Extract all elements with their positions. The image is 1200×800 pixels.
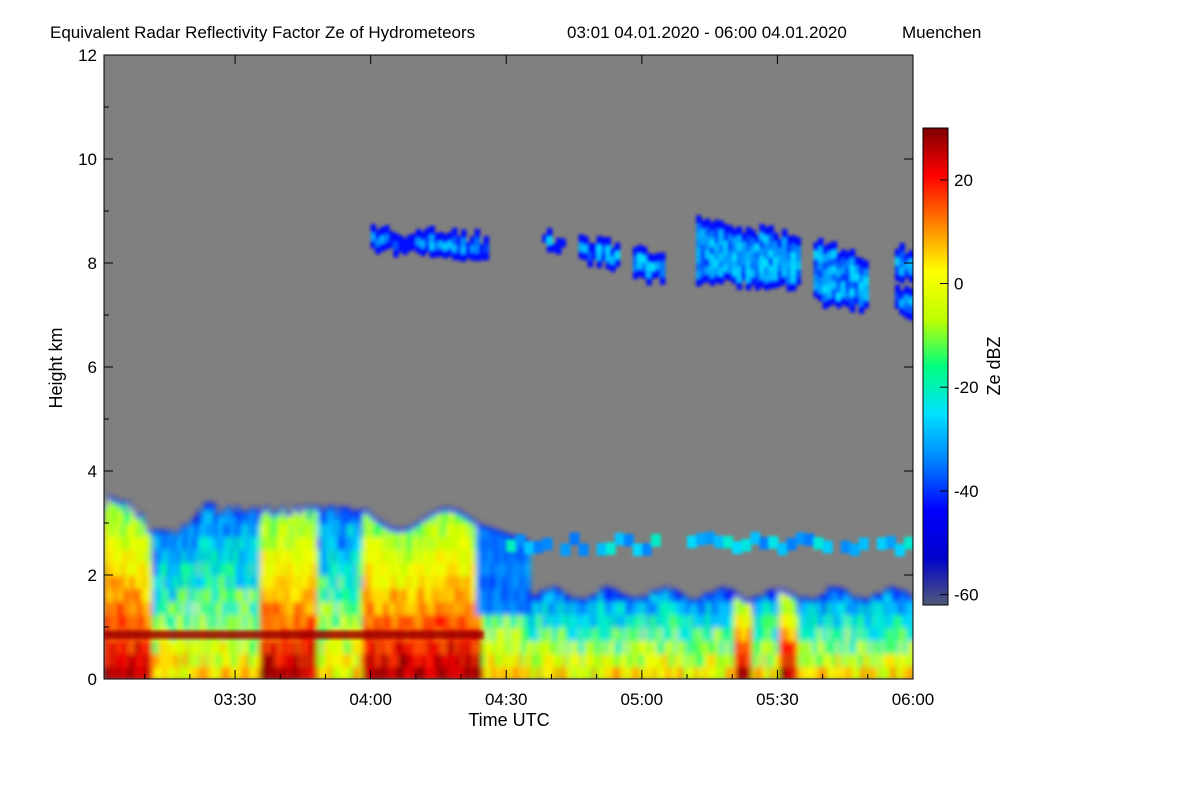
heatmap-cirrus <box>370 215 913 321</box>
x-tick-label: 04:00 <box>349 690 392 709</box>
colorbar-tick-label: -60 <box>954 586 979 605</box>
x-tick-label: 05:00 <box>621 690 664 709</box>
colorbar-label: Ze dBZ <box>984 336 1004 395</box>
y-tick-label: 0 <box>88 670 97 689</box>
colorbar-tick-label: 0 <box>954 275 963 294</box>
x-tick-label: 05:30 <box>756 690 799 709</box>
y-axis: 0 2 4 6 8 10 12 <box>78 46 913 689</box>
colorbar: 20 0 -20 -40 -60 Ze dBZ <box>922 127 1004 606</box>
chart-time-range: 03:01 04.01.2020 - 06:00 04.01.2020 <box>567 23 847 42</box>
y-tick-label: 8 <box>88 254 97 273</box>
x-tick-label: 04:30 <box>485 690 528 709</box>
chart-title: Equivalent Radar Reflectivity Factor Ze … <box>50 23 475 42</box>
x-tick-label: 03:30 <box>214 690 257 709</box>
heatmap-mid-layer <box>506 531 913 557</box>
chart-location: Muenchen <box>902 23 981 42</box>
x-axis-label: Time UTC <box>468 710 549 730</box>
y-tick-label: 2 <box>88 566 97 585</box>
colorbar-tick-label: 20 <box>954 171 973 190</box>
colorbar-gradient <box>922 127 949 606</box>
x-axis: 03:30 04:00 04:30 05:00 05:30 06:00 <box>144 55 935 709</box>
x-tick-label: 06:00 <box>892 690 935 709</box>
y-tick-label: 12 <box>78 46 97 65</box>
colorbar-tick-label: -20 <box>954 378 979 397</box>
y-tick-label: 4 <box>88 462 97 481</box>
heatmap-low-layer <box>104 495 913 679</box>
y-tick-label: 6 <box>88 358 97 377</box>
heatmap-bright-band <box>104 630 484 639</box>
y-axis-label: Height km <box>46 327 66 408</box>
plot-area <box>103 54 914 680</box>
colorbar-tick-label: -40 <box>954 482 979 501</box>
y-tick-label: 10 <box>78 150 97 169</box>
